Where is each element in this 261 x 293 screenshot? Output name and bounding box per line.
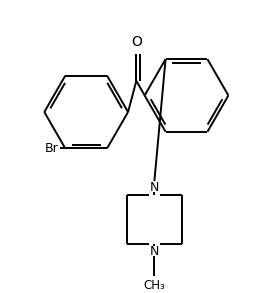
Text: Br: Br <box>45 142 58 155</box>
Text: CH₃: CH₃ <box>144 279 165 292</box>
Text: N: N <box>150 245 159 258</box>
Text: N: N <box>150 180 159 193</box>
Text: O: O <box>131 35 142 49</box>
